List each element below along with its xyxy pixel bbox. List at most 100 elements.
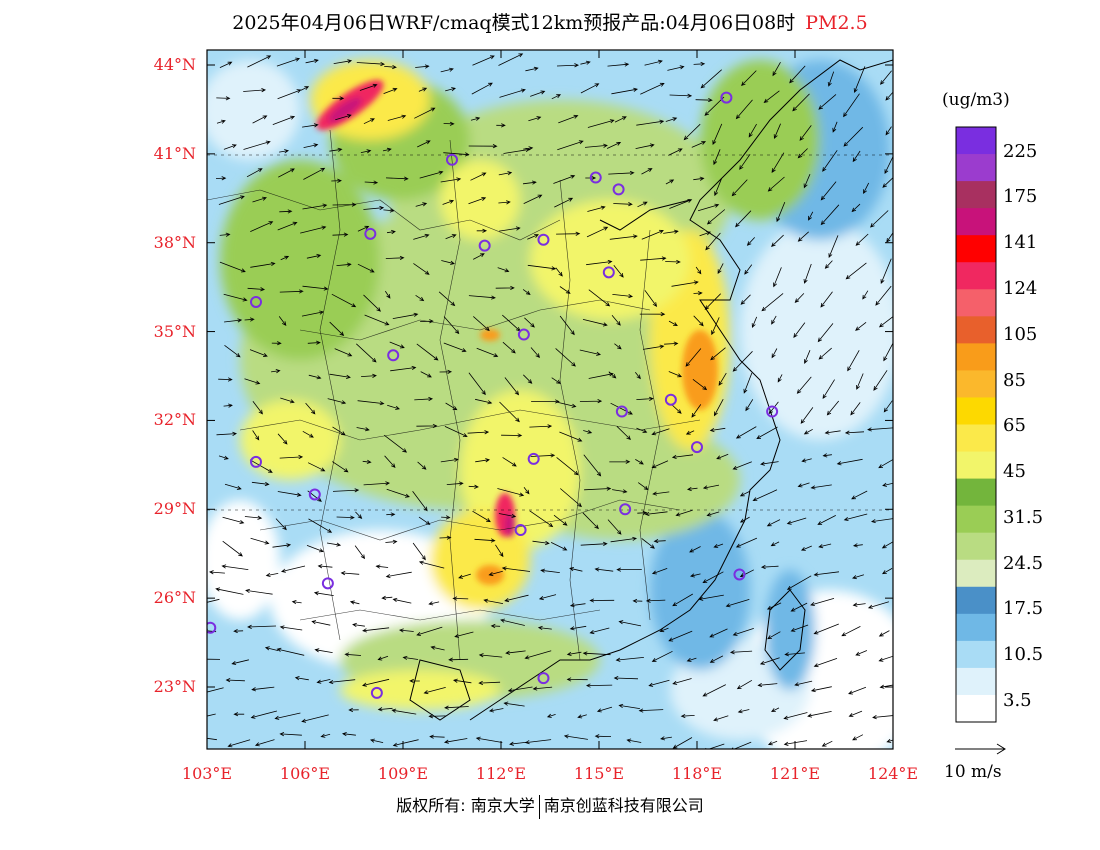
wind-vector [717, 263, 724, 275]
wind-vector [665, 117, 678, 122]
wind-vector [375, 564, 389, 569]
wind-vector [223, 403, 233, 408]
wind-vector [553, 514, 568, 526]
wind-vector [443, 152, 470, 157]
wind-vector [691, 141, 707, 148]
wind-vector [301, 310, 325, 317]
wind-vector [828, 235, 839, 259]
wind-vector [704, 96, 725, 116]
colorbar-swatch [956, 127, 996, 155]
wind-vector [612, 294, 634, 299]
wind-vector [644, 59, 663, 66]
wind-vector [584, 143, 608, 148]
wind-vector [594, 734, 612, 739]
wind-vector [587, 205, 606, 212]
wind-vector [525, 66, 539, 72]
wind-vector [418, 87, 428, 92]
wind-vector [276, 647, 305, 656]
colorbar-swatch [956, 559, 996, 588]
wind-vector [710, 347, 726, 361]
wind-vector [786, 517, 807, 525]
wind-vector [636, 427, 648, 433]
wind-vector [340, 571, 360, 576]
wind-vector [618, 620, 642, 627]
wind-vector [523, 146, 534, 151]
wind-vector [651, 650, 673, 662]
wind-vector [501, 433, 523, 438]
wind-vector [555, 401, 577, 408]
wind-vector [851, 490, 868, 500]
wind-vector [439, 369, 453, 374]
wind-vector [243, 140, 271, 150]
wind-vector [826, 400, 840, 416]
wind-vector [413, 263, 430, 275]
wind-vector [873, 370, 888, 391]
wind-vector [586, 259, 613, 266]
lon-tick-label: 118°E [671, 764, 723, 783]
wind-vector [207, 737, 217, 741]
wind-vector [693, 176, 705, 181]
wind-vector [249, 459, 273, 473]
wind-vector [307, 462, 326, 472]
wind-vector [867, 601, 890, 609]
wind-vector [402, 655, 419, 660]
wind-vector [729, 650, 753, 655]
wind-vector [219, 261, 246, 273]
lon-tick-label: 103°E [181, 764, 233, 783]
wind-vector [392, 739, 419, 747]
wind-vector [390, 365, 417, 372]
wind-vector [777, 374, 783, 383]
colorbar-label: 85 [1003, 370, 1026, 391]
wind-vector [445, 402, 458, 411]
wind-vector [250, 261, 276, 268]
wind-vector [302, 430, 314, 438]
wind-vector [475, 398, 493, 405]
wind-vector [440, 177, 462, 183]
station-marker [514, 524, 527, 537]
wind-vector [420, 319, 434, 324]
wind-vector [735, 210, 752, 228]
wind-vector [430, 645, 445, 651]
wind-vector [275, 518, 287, 531]
wind-vector [385, 255, 405, 260]
wind-vector [822, 379, 835, 399]
wind-vector [504, 594, 529, 603]
wind-vector [669, 199, 693, 209]
wind-vector [886, 232, 893, 243]
wind-vector [383, 87, 398, 94]
wind-vector [810, 598, 835, 606]
wind-vector [503, 701, 525, 707]
wind-vector [384, 64, 397, 70]
wind-vector [348, 707, 359, 713]
wind-vector [495, 544, 504, 558]
wind-vector [441, 260, 455, 265]
wind-vector [638, 708, 664, 713]
wind-vector [818, 347, 832, 360]
station-marker [602, 266, 615, 279]
wind-vector [797, 482, 810, 488]
wind-vector [852, 574, 865, 580]
copyright-footer: 版权所有: 南京大学 南京创蓝科技有限公司 [0, 792, 1100, 819]
wind-vector [783, 740, 808, 746]
copyright-right: 南京创蓝科技有限公司 [543, 796, 704, 815]
wind-vector [243, 88, 267, 93]
wind-vector [531, 399, 560, 404]
wind-vector [832, 121, 838, 133]
wind-vector [797, 231, 809, 242]
wind-vector [551, 377, 561, 384]
wind-vector [307, 340, 321, 345]
wind-vector [218, 195, 245, 205]
wind-vector [473, 316, 490, 332]
wind-vector [746, 237, 755, 246]
colorbar-swatch [956, 667, 996, 696]
wind-vector [850, 402, 861, 416]
station-marker [537, 233, 550, 246]
station-marker [387, 349, 400, 362]
wind-vector [709, 628, 728, 638]
wind-vector [845, 262, 867, 280]
wind-vector [306, 545, 324, 553]
wind-vector [554, 197, 574, 208]
wind-vector [668, 630, 693, 642]
wind-vector [398, 628, 414, 633]
lat-tick-label: 38°N [153, 232, 196, 252]
